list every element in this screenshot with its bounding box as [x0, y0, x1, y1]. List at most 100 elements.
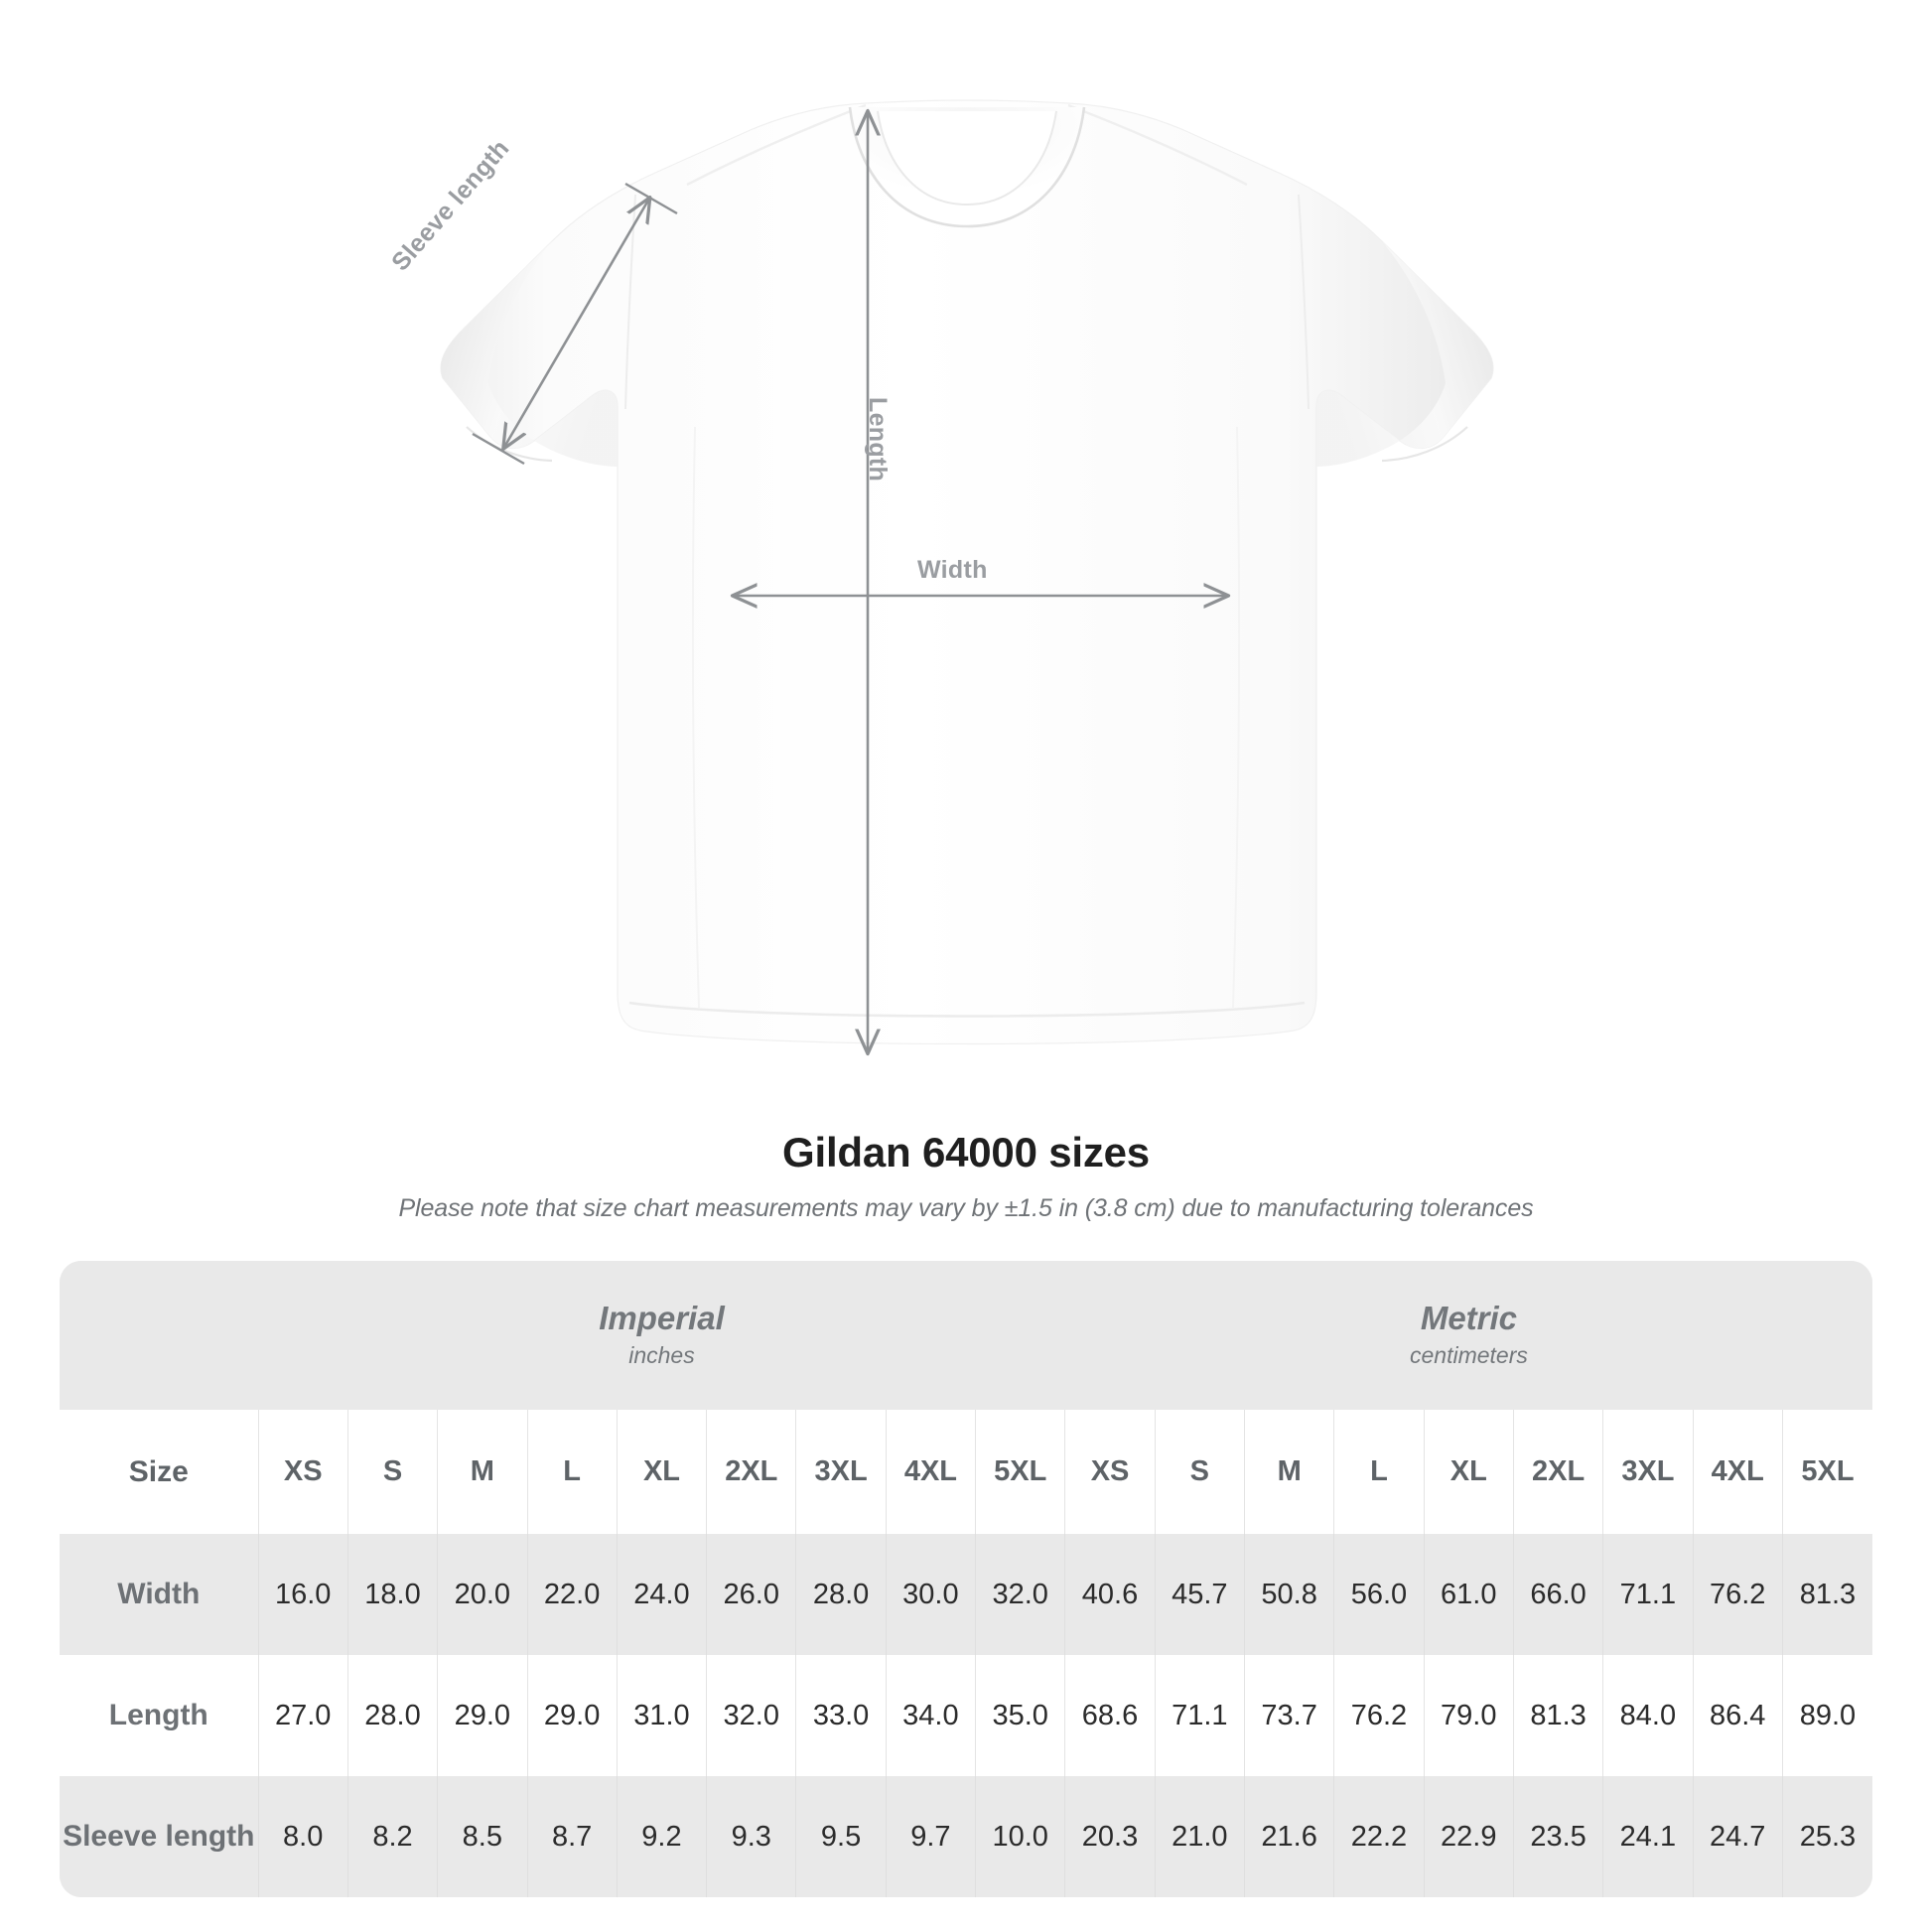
sleeve-tick-top	[624, 182, 678, 215]
tshirt-illustration: Sleeve length Length Width	[386, 99, 1494, 1056]
measurement-cell: 68.6	[1064, 1655, 1156, 1776]
unit-group-row: Imperial inches Metric centimeters	[60, 1261, 1872, 1410]
size-header-cell: M	[437, 1410, 527, 1534]
measurement-cell: 81.3	[1512, 1655, 1603, 1776]
size-header-row: Size XS S M L XL 2XL 3XL 4XL 5XL XS S M L XL 2XL 3XL 4XL 5…	[60, 1410, 1872, 1534]
measurement-cell: 56.0	[1333, 1534, 1425, 1655]
size-header-cell: XS	[257, 1410, 348, 1534]
row-label-width: Width	[60, 1534, 259, 1655]
measurement-cell: 89.0	[1781, 1655, 1872, 1776]
measurement-cell: 76.2	[1692, 1534, 1783, 1655]
tshirt-sleeve-right	[1316, 241, 1493, 467]
title-block: Gildan 64000 sizes Please note that size…	[0, 1107, 1932, 1223]
size-header-cell: 4XL	[1692, 1410, 1783, 1534]
measurement-cell: 28.0	[795, 1534, 887, 1655]
size-header-cell: 4XL	[885, 1410, 976, 1534]
measurement-cell: 20.3	[1064, 1776, 1156, 1897]
table-row: Length 27.0 28.0 29.0 29.0 31.0 32.0 33.0 34.0 35…	[60, 1655, 1872, 1776]
width-label: Width	[917, 556, 988, 584]
size-header-cell: M	[1243, 1410, 1334, 1534]
measurement-cell: 31.0	[616, 1655, 707, 1776]
measurement-cell: 81.3	[1781, 1534, 1872, 1655]
measurement-cell: 22.9	[1423, 1776, 1514, 1897]
measurement-cell: 23.5	[1512, 1776, 1603, 1897]
row-label-length: Length	[60, 1655, 259, 1776]
measurement-cell: 9.5	[795, 1776, 887, 1897]
measurement-cell: 9.7	[885, 1776, 976, 1897]
page-title: Gildan 64000 sizes	[782, 1129, 1150, 1175]
bottom-hem	[628, 1001, 1306, 1018]
measurement-cell: 30.0	[885, 1534, 976, 1655]
measurement-cell: 24.7	[1692, 1776, 1783, 1897]
measurement-cell: 9.3	[706, 1776, 796, 1897]
measurement-cell: 20.0	[437, 1534, 527, 1655]
column-header-size: Size	[60, 1410, 259, 1534]
length-label: Length	[864, 397, 892, 483]
size-header-cell: S	[346, 1410, 438, 1534]
size-header-cell: 3XL	[1602, 1410, 1694, 1534]
measurement-cell: 73.7	[1243, 1655, 1334, 1776]
size-header-cell: L	[1333, 1410, 1425, 1534]
collar-inner	[877, 110, 1057, 207]
sleeve-tick-bottom	[472, 432, 525, 466]
armhole-seam-right	[1298, 194, 1310, 410]
measurement-cell: 27.0	[257, 1655, 348, 1776]
measurement-cell: 9.2	[616, 1776, 707, 1897]
unit-row-spacer	[60, 1261, 259, 1410]
measurement-cell: 28.0	[346, 1655, 438, 1776]
measurement-cell: 21.0	[1154, 1776, 1245, 1897]
unit-group-imperial: Imperial inches	[258, 1261, 1065, 1410]
measurement-cell: 33.0	[795, 1655, 887, 1776]
measurement-cell: 79.0	[1423, 1655, 1514, 1776]
row-label-sleeve-length: Sleeve length	[60, 1776, 259, 1897]
table-row: Sleeve length 8.0 8.2 8.5 8.7 9.2 9.3 9.5 9.7 10.…	[60, 1776, 1872, 1897]
size-header-cell: XS	[1064, 1410, 1156, 1534]
measurement-cell: 61.0	[1423, 1534, 1514, 1655]
size-chart-table: Imperial inches Metric centimeters Size XS S M L…	[60, 1261, 1872, 1897]
measurement-cell: 76.2	[1333, 1655, 1425, 1776]
measurement-arrows	[472, 111, 1227, 1052]
measurement-cell: 26.0	[706, 1534, 796, 1655]
unit-group-name: Metric	[1420, 1300, 1518, 1337]
measurement-cell: 8.0	[257, 1776, 348, 1897]
body-crease-left	[691, 426, 700, 1009]
measurement-cell: 32.0	[706, 1655, 796, 1776]
measurement-cell: 84.0	[1602, 1655, 1694, 1776]
measurement-cell: 8.2	[346, 1776, 438, 1897]
tshirt-shape	[440, 99, 1494, 1045]
table-row: Width 16.0 18.0 20.0 22.0 24.0 26.0 28.0 30.0 32.…	[60, 1534, 1872, 1655]
unit-group-metric: Metric centimeters	[1064, 1261, 1872, 1410]
unit-group-subtitle: inches	[628, 1342, 695, 1369]
measurement-cell: 50.8	[1243, 1534, 1334, 1655]
size-header-cell: XL	[1423, 1410, 1514, 1534]
measurement-cell: 29.0	[526, 1655, 618, 1776]
measurement-cell: 71.1	[1154, 1655, 1245, 1776]
measurement-cell: 21.6	[1243, 1776, 1334, 1897]
measurement-cell: 22.2	[1333, 1776, 1425, 1897]
measurement-cell: 10.0	[975, 1776, 1065, 1897]
measurement-cell: 24.1	[1602, 1776, 1694, 1897]
shoulder-seam-left	[686, 103, 867, 187]
size-header-cell: S	[1154, 1410, 1245, 1534]
measurement-cell: 25.3	[1781, 1776, 1872, 1897]
measurement-cell: 18.0	[346, 1534, 438, 1655]
measurement-cell: 45.7	[1154, 1534, 1245, 1655]
measurement-cell: 8.5	[437, 1776, 527, 1897]
size-header-cell: 2XL	[1512, 1410, 1603, 1534]
measurement-cell: 16.0	[257, 1534, 348, 1655]
size-header-cell: L	[526, 1410, 618, 1534]
measurement-cell: 40.6	[1064, 1534, 1156, 1655]
size-header-cell: 3XL	[795, 1410, 887, 1534]
tolerance-note: Please note that size chart measurements…	[398, 1194, 1534, 1222]
size-header-cell: 5XL	[975, 1410, 1065, 1534]
measurement-cell: 24.0	[616, 1534, 707, 1655]
size-chart-container: Imperial inches Metric centimeters Size XS S M L…	[60, 1261, 1872, 1897]
measurement-cell: 71.1	[1602, 1534, 1694, 1655]
measurement-cell: 32.0	[975, 1534, 1065, 1655]
tshirt-sleeve-left	[441, 241, 618, 467]
unit-group-name: Imperial	[599, 1300, 725, 1337]
size-header-cell: XL	[616, 1410, 707, 1534]
measurement-cell: 34.0	[885, 1655, 976, 1776]
sleeve-length-arrow	[503, 199, 649, 449]
sleeve-hem-left	[466, 426, 553, 463]
